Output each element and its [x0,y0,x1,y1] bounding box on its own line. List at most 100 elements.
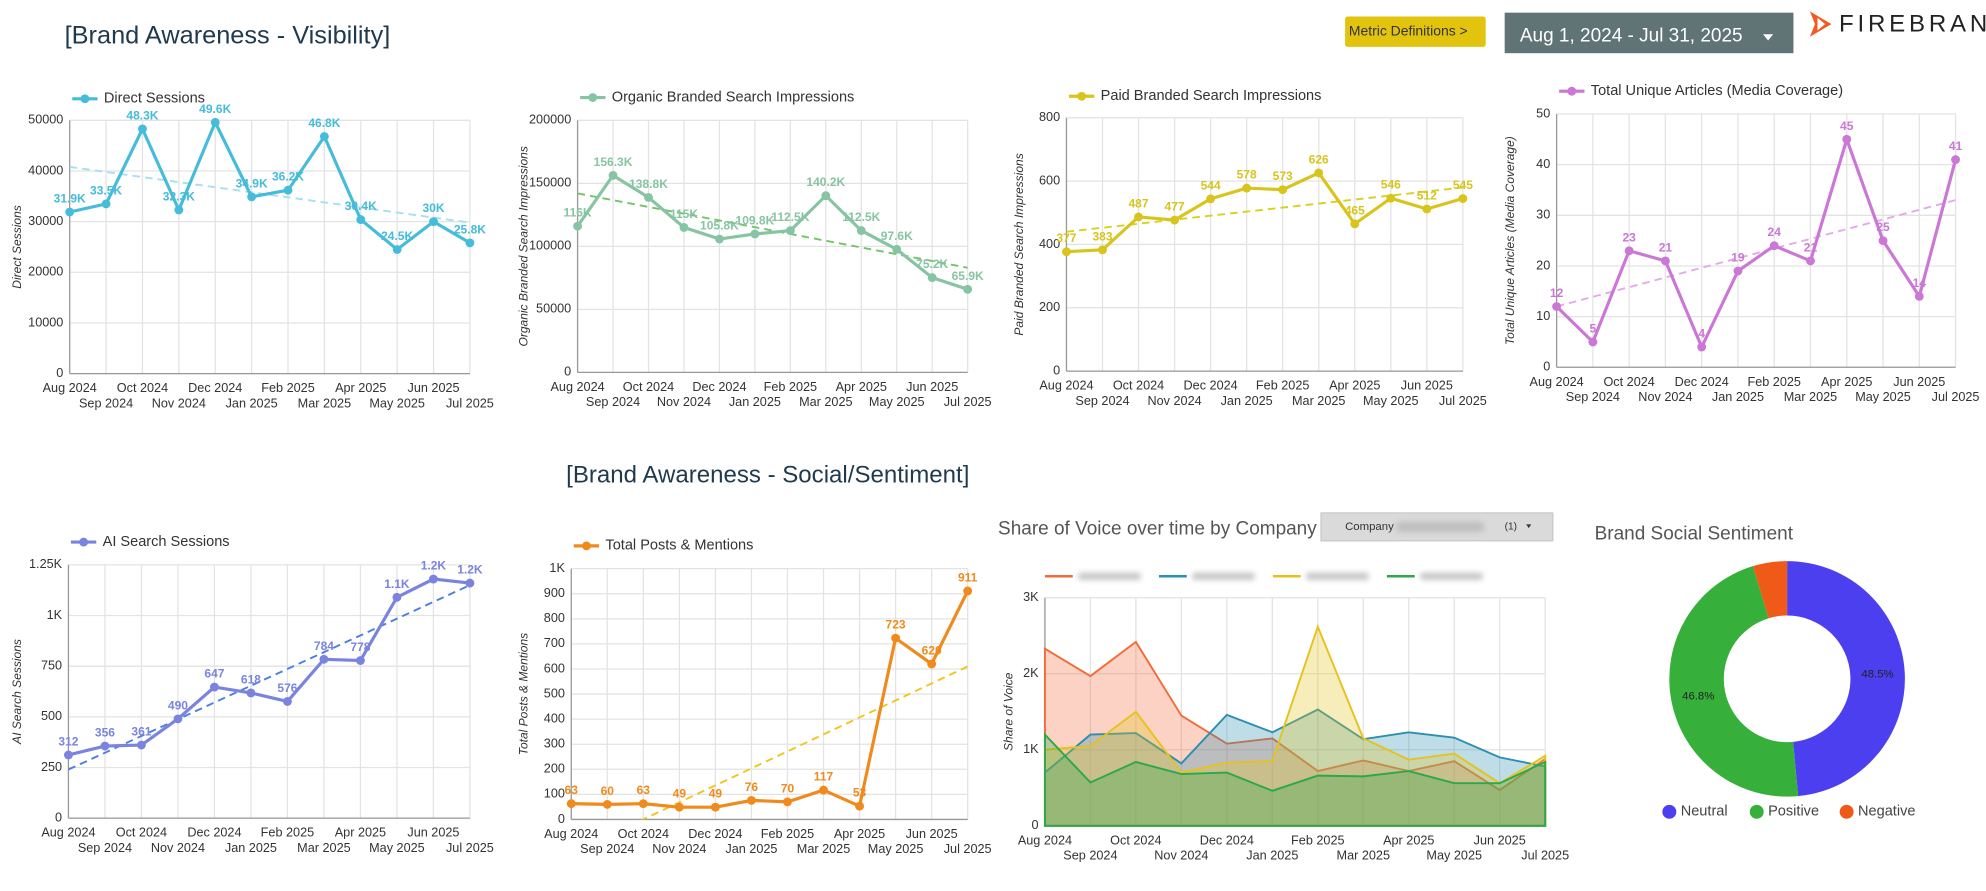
y-tick-label: 1K [47,608,63,622]
data-point [1242,183,1252,193]
data-point [1588,337,1598,347]
data-point [1458,194,1468,203]
data-label: 63 [637,783,651,797]
data-label: 21 [1659,240,1673,254]
x-tick-label: Apr 2025 [335,381,386,395]
legend-marker [1749,804,1764,819]
trend-line [68,584,470,771]
x-tick-label: Dec 2024 [187,826,241,840]
x-tick-label: Dec 2024 [188,381,242,395]
x-tick-label: Sep 2024 [78,841,132,855]
y-tick-label: 800 [1039,110,1060,124]
data-label: 25 [1876,220,1890,234]
x-tick-label: May 2025 [369,841,425,855]
trend-line [69,165,470,224]
legend-label-blurred [1305,572,1370,581]
x-tick-label: Nov 2024 [652,842,706,856]
y-tick-label: 0 [1053,363,1060,377]
y-axis-label: Total Unique Articles (Media Coverage) [1503,136,1517,345]
x-tick-label: Apr 2025 [1821,375,1872,389]
y-axis-label: Share of Voice [1002,672,1016,751]
x-tick-label: Jan 2025 [725,842,777,856]
data-label: 49 [709,787,723,801]
x-tick-label: Aug 2024 [550,380,604,394]
data-label: 65.9K [952,269,984,283]
data-point [101,199,111,209]
data-label: 24.5K [381,229,413,243]
x-tick-label: Oct 2024 [618,827,669,841]
y-tick-label: 0 [1032,818,1039,832]
data-label: 545 [1453,178,1473,192]
x-tick-label: Aug 2024 [41,826,95,840]
x-tick-label: Jun 2025 [906,827,958,841]
x-tick-label: Mar 2025 [1292,394,1345,408]
x-tick-label: Jan 2025 [1246,849,1298,863]
data-label: 647 [204,667,224,681]
data-label: 1.2K [421,559,447,573]
series-line [571,590,970,809]
x-tick-label: Jun 2025 [408,381,460,395]
data-label: 36.2K [272,170,304,184]
y-tick-label: 700 [544,636,565,650]
data-point [892,244,902,254]
x-tick-label: Jul 2025 [446,841,494,855]
x-tick-label: Feb 2025 [761,827,814,841]
x-tick-label: Jun 2025 [906,380,958,394]
x-tick-label: Aug 2024 [43,381,97,395]
data-label: 24 [1768,225,1782,239]
pie-slice [1669,566,1799,797]
filter-count[interactable]: (1) [1505,522,1517,533]
data-label: 544 [1201,178,1221,192]
x-tick-label: May 2025 [1855,390,1911,404]
legend-label-blurred [1077,572,1142,581]
series-line [576,173,969,291]
data-point [750,229,760,239]
date-range-picker[interactable] [1504,12,1794,54]
filter-label[interactable]: Company [1345,521,1394,533]
data-label: 116K [564,206,592,220]
y-tick-label: 50000 [536,302,571,316]
x-tick-label: Oct 2024 [1110,833,1161,847]
metric-button[interactable] [1345,16,1486,47]
y-axis-label: Total Posts & Mentions [517,633,531,755]
data-label: 12 [1550,286,1564,300]
legend-label: Direct Sessions [104,91,205,107]
dropdown-caret[interactable] [1763,34,1774,41]
pie-slice [1787,561,1905,797]
x-tick-label: Apr 2025 [1329,379,1380,393]
data-label: 361 [131,725,151,739]
data-point [1624,246,1634,256]
y-tick-label: 1.25K [29,557,63,571]
data-point [1206,194,1216,204]
data-label: 30K [423,201,445,215]
legend-marker [80,94,90,104]
y-tick-label: 200 [1039,300,1060,314]
x-tick-label: Sep 2024 [79,396,133,410]
date-range-label[interactable]: Aug 1, 2024 - Jul 31, 2025 [1520,26,1743,47]
trend-line [640,665,968,820]
x-tick-label: Feb 2025 [764,380,817,394]
data-label: 356 [95,726,115,740]
x-tick-label: Nov 2024 [152,396,206,410]
data-label: 620 [922,643,942,657]
x-tick-label: May 2025 [1363,394,1419,408]
data-point [747,795,756,805]
y-tick-label: 600 [1039,173,1060,187]
y-tick-label: 0 [558,812,565,826]
data-point [138,124,147,134]
data-label: 1.1K [384,577,410,591]
data-label: 41 [1949,139,1963,153]
data-point [856,226,866,236]
data-point [1733,266,1743,276]
filter-caret[interactable] [1526,524,1532,529]
x-tick-label: Feb 2025 [1291,833,1344,847]
metric-button-label[interactable]: Metric Definitions > [1349,22,1468,38]
x-tick-label: May 2025 [1426,849,1482,863]
x-tick-label: Sep 2024 [586,395,640,409]
logo-icon [1809,11,1832,37]
data-label: 576 [277,681,297,695]
x-tick-label: Jun 2025 [1893,375,1945,389]
data-label: 75.2K [916,257,948,271]
